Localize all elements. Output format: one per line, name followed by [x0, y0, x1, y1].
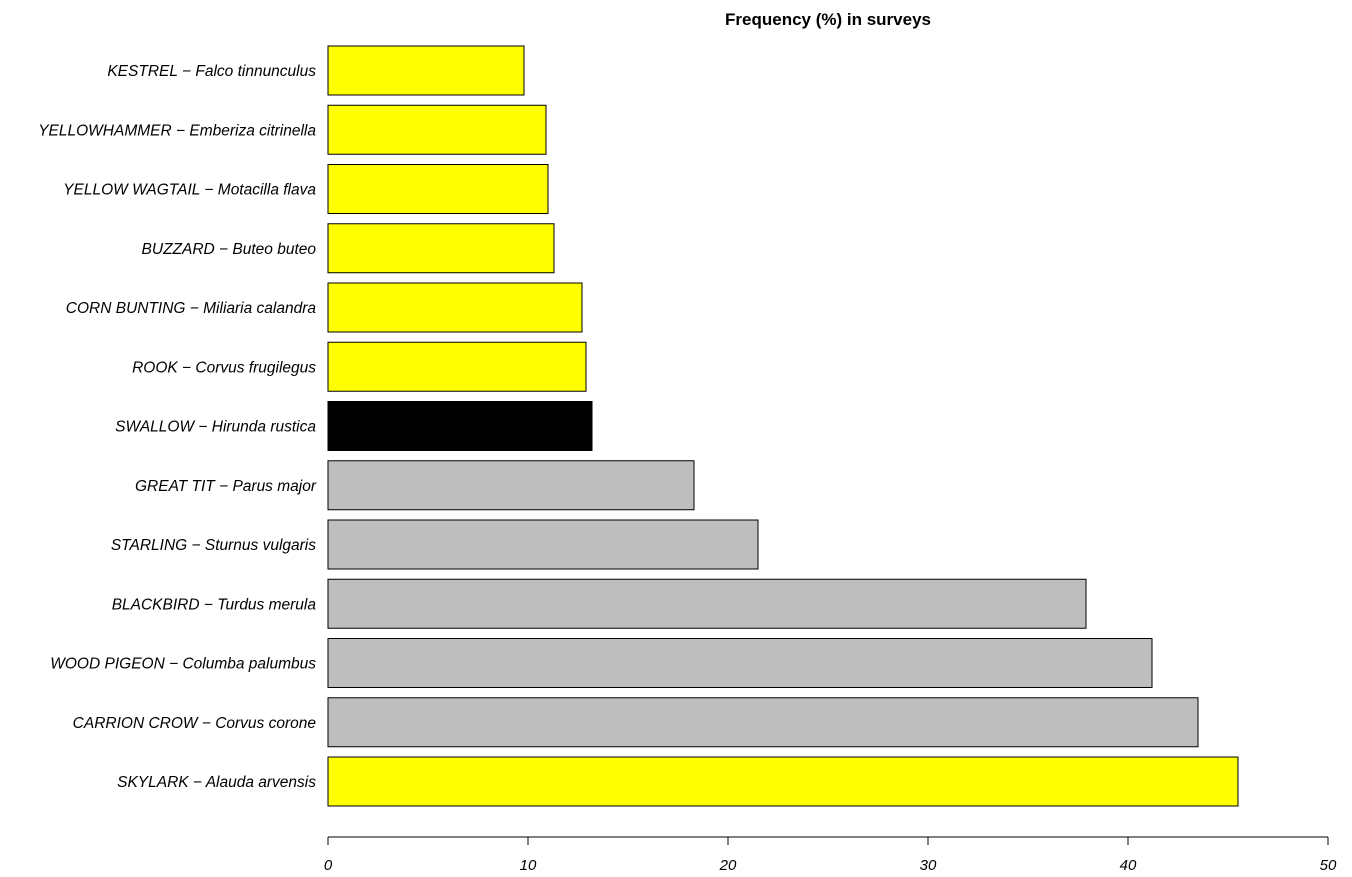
bar	[327, 45, 525, 96]
bar	[327, 164, 549, 214]
category-label: STARLING − Sturnus vulgaris	[111, 537, 316, 554]
x-tick-label: 20	[719, 857, 737, 874]
category-label: GREAT TIT − Parus major	[135, 478, 317, 495]
category-label: KESTREL − Falco tinnunculus	[107, 63, 316, 80]
bar	[327, 756, 1239, 807]
x-tick-label: 0	[324, 857, 333, 874]
bar	[327, 282, 583, 333]
bar	[327, 578, 1087, 629]
bar	[327, 460, 695, 511]
x-tick-label: 10	[520, 857, 537, 874]
bar	[327, 697, 1199, 748]
bar	[327, 223, 555, 274]
category-label: BUZZARD − Buteo buteo	[142, 241, 317, 258]
category-label: YELLOW WAGTAIL − Motacilla flava	[63, 182, 316, 199]
category-label: CORN BUNTING − Miliaria calandra	[66, 300, 317, 317]
x-tick-label: 40	[1120, 857, 1137, 874]
category-label: SWALLOW − Hirunda rustica	[115, 419, 316, 436]
bar	[327, 401, 593, 451]
bar	[327, 638, 1153, 688]
x-tick-label: 50	[1320, 857, 1337, 874]
category-labels-group: KESTREL − Falco tinnunculus YELLOWHAMMER …	[38, 63, 317, 791]
x-axis: 0 10 20 30 40 50	[324, 836, 1337, 874]
category-label: YELLOWHAMMER − Emberiza citrinella	[38, 122, 316, 139]
bar	[327, 104, 547, 155]
bars-group	[327, 45, 1239, 807]
category-label: ROOK − Corvus frugilegus	[132, 359, 316, 376]
chart-title: Frequency (%) in surveys	[725, 10, 931, 29]
category-label: WOOD PIGEON − Columba palumbus	[50, 656, 316, 673]
x-tick-label: 30	[920, 857, 937, 874]
bar	[327, 519, 759, 570]
category-label: BLACKBIRD − Turdus merula	[112, 596, 317, 613]
bar	[327, 341, 587, 392]
category-label: CARRION CROW − Corvus corone	[73, 715, 317, 732]
category-label: SKYLARK − Alauda arvensis	[117, 774, 316, 791]
